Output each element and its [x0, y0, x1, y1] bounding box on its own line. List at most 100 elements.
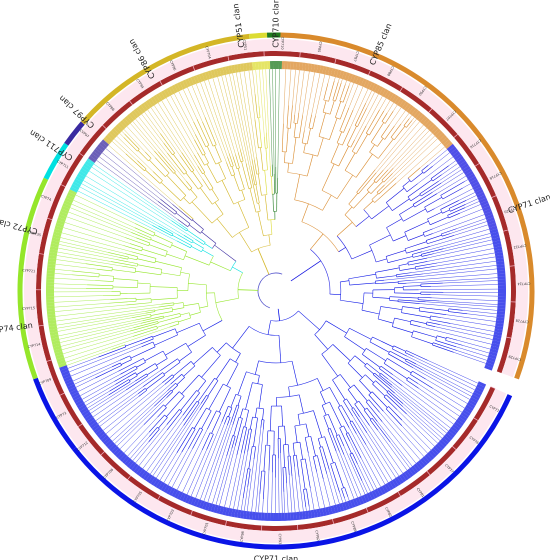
tree-branch: [365, 374, 374, 383]
tree-branch: [241, 161, 250, 189]
leaf-tip: [330, 505, 336, 514]
tree-branch: [239, 232, 252, 253]
leaf-tip: [496, 266, 506, 271]
leaf-tip: [179, 492, 186, 502]
tree-branch: [257, 211, 264, 236]
tree-branch: [201, 432, 211, 451]
tree-branch: [192, 429, 203, 449]
tree-branch: [243, 428, 250, 454]
tree-branch: [306, 128, 311, 144]
leaf-tip: [210, 503, 216, 513]
tree-branch: [337, 142, 343, 146]
tree-branch: [287, 172, 308, 177]
leaf-tip: [497, 296, 506, 301]
tree-branch: [181, 374, 200, 395]
family-labels: CYP71CYP76CYP77CYP81CYP82CYP89CYP92CYP93…: [22, 37, 530, 545]
tree-branch: [136, 363, 156, 375]
tree-branch: [67, 356, 99, 369]
tree-branch: [132, 441, 149, 461]
leaf-tip: [53, 231, 62, 237]
leaf-tip: [263, 512, 268, 521]
leaf-tip: [489, 348, 499, 354]
family-label: CYP90: [418, 85, 428, 96]
leaf-tip: [462, 165, 471, 173]
leaf-tip: [497, 275, 506, 280]
leaf-tip: [450, 148, 459, 156]
leaf-tip: [133, 108, 141, 117]
leaf-tip: [281, 512, 286, 521]
leaf-tip: [245, 511, 250, 520]
tree-branch: [96, 268, 112, 272]
tree-branch: [371, 193, 379, 200]
tree-branch: [407, 179, 433, 198]
tree-branch: [150, 286, 178, 288]
leaf-tip: [374, 488, 381, 498]
tree-branch: [173, 361, 192, 377]
tree-branch: [394, 392, 445, 436]
tree-branch: [280, 452, 283, 513]
leaf-tip: [497, 278, 506, 283]
tree-branch: [312, 456, 317, 472]
leaf-tip: [457, 416, 466, 424]
tree-branch: [440, 195, 444, 200]
leaf-tip: [482, 205, 491, 212]
family-divider: [102, 124, 107, 129]
tree-branch: [426, 321, 440, 325]
tree-branch: [430, 294, 498, 297]
tree-branch: [176, 429, 208, 490]
tree-branch: [203, 172, 214, 189]
tree-branch: [171, 385, 178, 392]
tree-branch: [369, 110, 385, 136]
leaf-tip: [216, 505, 222, 514]
leaf-tip: [46, 293, 55, 298]
tree-branch: [121, 265, 136, 269]
tree-branch: [366, 432, 397, 478]
tree-branch: [327, 429, 337, 452]
tree-branch: [447, 207, 466, 216]
family-divider: [46, 359, 52, 362]
leaf-tip: [452, 150, 461, 159]
tree-branch: [148, 242, 151, 246]
leaf-tip: [91, 150, 100, 159]
tree-branch: [138, 116, 168, 154]
leaf-tip: [89, 421, 99, 429]
tree-branch: [183, 197, 190, 205]
tree-branch: [60, 327, 134, 347]
leaf-tip: [497, 281, 506, 286]
tree-branch: [398, 263, 409, 266]
tree-branch: [290, 105, 293, 129]
tree-branch: [342, 128, 351, 146]
tree-branch: [329, 100, 335, 115]
tree-branch: [121, 131, 125, 135]
family-label: CYP76: [469, 436, 480, 446]
tree-branch: [99, 396, 139, 427]
tree-branch: [188, 427, 201, 450]
family-label: CYP51: [242, 39, 247, 50]
tree-branch: [298, 115, 303, 138]
tree-branch: [240, 160, 244, 162]
tree-branch: [189, 187, 193, 191]
tree-branch: [427, 248, 494, 262]
tree-branch: [212, 144, 217, 147]
tree-branch: [170, 95, 195, 140]
leaf-tip: [89, 153, 99, 161]
tree-branch: [211, 213, 224, 224]
tree-branch: [178, 206, 194, 220]
tree-branch: [298, 410, 314, 415]
tree-branch: [241, 190, 246, 200]
tree-branch: [123, 129, 146, 153]
leaf-tip: [442, 435, 451, 443]
tree-branch: [413, 255, 422, 258]
tree-branch: [202, 121, 214, 147]
leaf-tip: [488, 351, 498, 357]
family-divider: [503, 229, 509, 232]
tree-branch: [464, 179, 469, 182]
tree-branch: [336, 174, 353, 199]
tree-branch: [404, 248, 407, 254]
tree-branch: [242, 408, 249, 411]
tree-branch: [338, 247, 346, 253]
tree-branch: [412, 191, 433, 205]
leaf-tip: [284, 61, 289, 70]
tree-branch: [244, 486, 248, 511]
tree-branch: [178, 317, 191, 323]
